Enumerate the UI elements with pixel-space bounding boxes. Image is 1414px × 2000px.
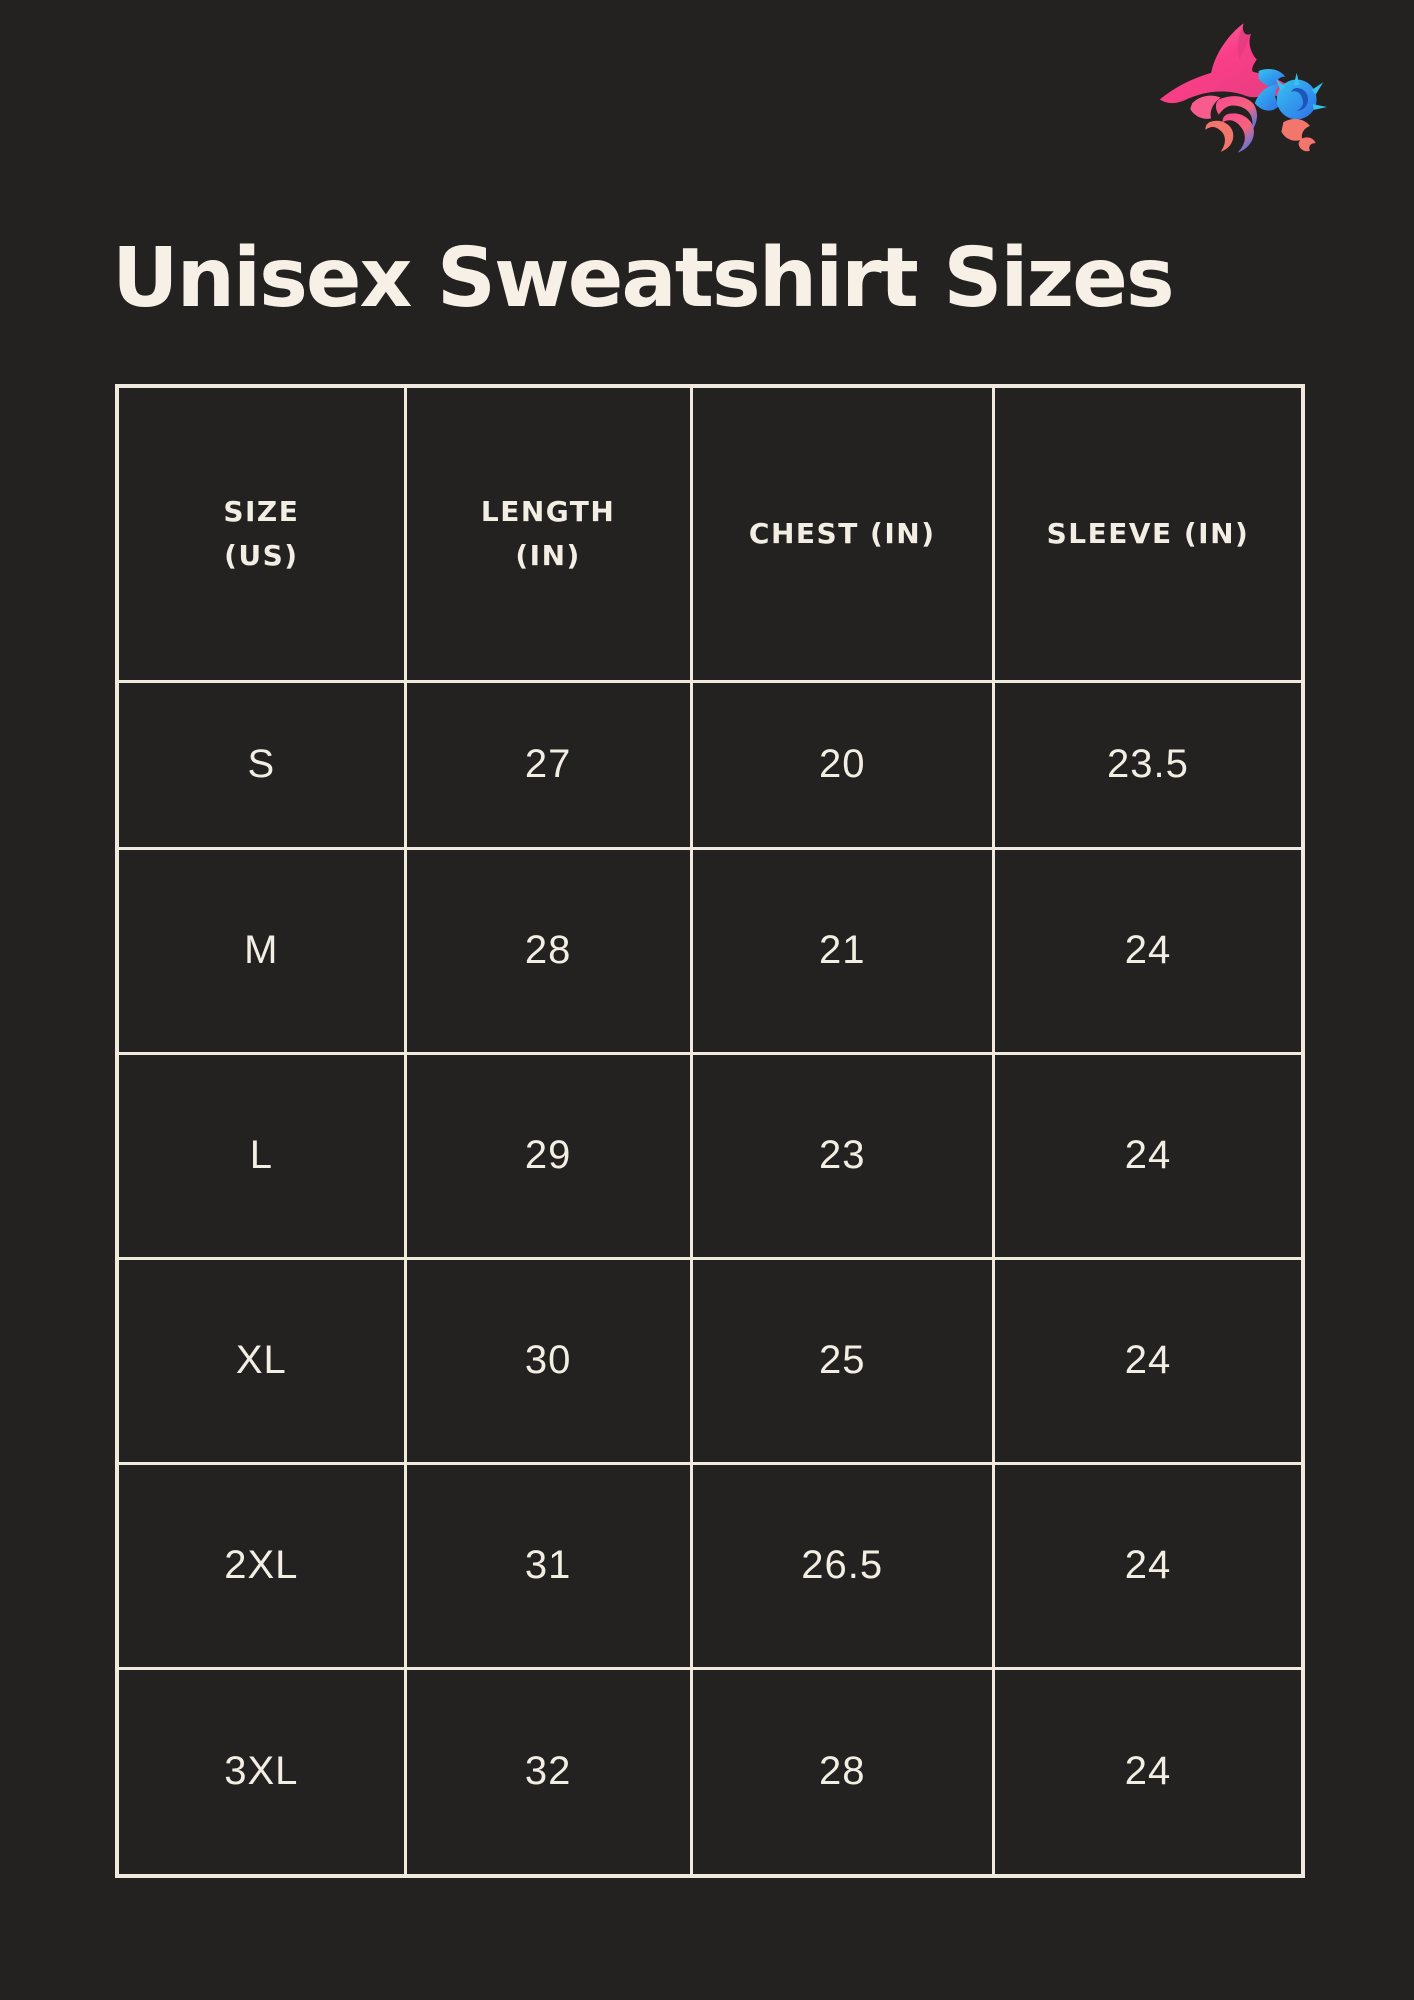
cell-length: 31 [403, 1461, 693, 1670]
cell-size: M [115, 846, 407, 1055]
cell-chest: 20 [689, 679, 995, 850]
table-row: M 28 21 24 [115, 846, 1305, 1055]
cell-sleeve: 24 [991, 1051, 1305, 1260]
cell-chest: 21 [689, 846, 995, 1055]
cell-length: 28 [403, 846, 693, 1055]
table-header-row: SIZE (US) LENGTH (IN) CHEST (IN) SLEEVE … [115, 384, 1305, 683]
page-title: Unisex Sweatshirt Sizes [112, 231, 1175, 326]
table-row: 3XL 32 28 24 [115, 1666, 1305, 1878]
size-table: SIZE (US) LENGTH (IN) CHEST (IN) SLEEVE … [115, 384, 1305, 1878]
cell-sleeve: 24 [991, 1666, 1305, 1878]
cell-size: S [115, 679, 407, 850]
cell-chest: 25 [689, 1256, 995, 1465]
cell-sleeve: 24 [991, 1461, 1305, 1670]
cell-sleeve: 24 [991, 1256, 1305, 1465]
header-sleeve: SLEEVE (IN) [991, 384, 1305, 683]
cell-chest: 26.5 [689, 1461, 995, 1670]
cell-length: 32 [403, 1666, 693, 1878]
table-row: 2XL 31 26.5 24 [115, 1461, 1305, 1670]
cell-length: 29 [403, 1051, 693, 1260]
cell-sleeve: 24 [991, 846, 1305, 1055]
wizard-logo-icon [1159, 23, 1328, 153]
cell-chest: 23 [689, 1051, 995, 1260]
table-row: L 29 23 24 [115, 1051, 1305, 1260]
cell-size: L [115, 1051, 407, 1260]
header-chest: CHEST (IN) [689, 384, 995, 683]
table-row: S 27 20 23.5 [115, 679, 1305, 850]
cell-size: 2XL [115, 1461, 407, 1670]
cell-size: 3XL [115, 1666, 407, 1878]
table-row: XL 30 25 24 [115, 1256, 1305, 1465]
cell-chest: 28 [689, 1666, 995, 1878]
header-length: LENGTH (IN) [403, 384, 693, 683]
header-size: SIZE (US) [115, 384, 407, 683]
cell-length: 27 [403, 679, 693, 850]
cell-sleeve: 23.5 [991, 679, 1305, 850]
cell-size: XL [115, 1256, 407, 1465]
cell-length: 30 [403, 1256, 693, 1465]
